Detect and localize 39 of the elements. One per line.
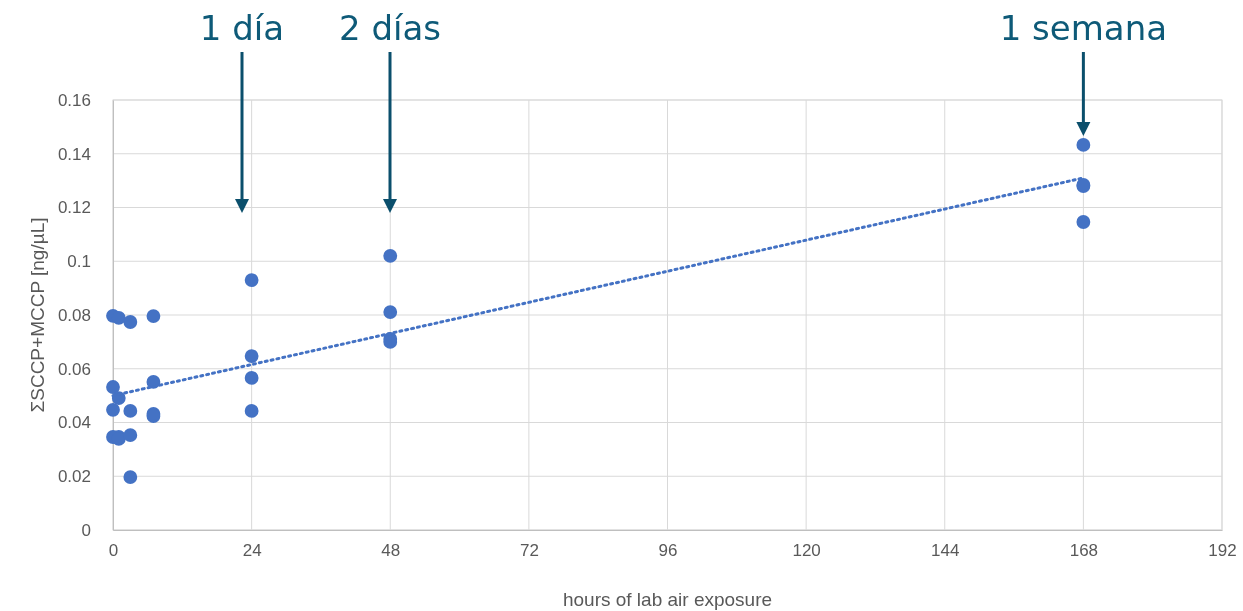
point: [123, 470, 138, 484]
y-tick-label: 0.16: [57, 90, 91, 110]
y-tick-label: 0.02: [57, 467, 91, 487]
y-tick-label: 0.14: [57, 144, 91, 164]
point: [111, 311, 126, 325]
point: [244, 349, 259, 364]
x-tick-label: 96: [658, 541, 678, 561]
x-tick-label: 24: [242, 541, 262, 561]
point: [1076, 215, 1091, 229]
x-tick-label: 192: [1208, 541, 1237, 561]
x-axis-title: hours of lab air exposure: [562, 589, 773, 610]
y-tick-label: 0.1: [67, 252, 91, 272]
x-tick-label: 72: [519, 541, 539, 561]
point: [123, 428, 138, 443]
y-tick-label: 0.12: [57, 198, 91, 218]
y-tick-label: 0.06: [57, 359, 91, 379]
x-tick-label: 120: [792, 541, 821, 561]
y-tick-label: 0.08: [57, 305, 91, 325]
y-axis-title: ΣSCCP+MCCP [ng/µL]: [27, 217, 48, 413]
point: [1076, 137, 1091, 152]
y-tick-label: 0.04: [57, 413, 91, 433]
text: 2 días: [338, 8, 442, 48]
point: [383, 305, 398, 319]
x-tick-label: 144: [931, 541, 960, 561]
annotation: 1 semana: [999, 8, 1168, 48]
point: [146, 309, 161, 323]
point: [123, 404, 138, 418]
point: [106, 402, 120, 417]
y-tick-label: 0: [81, 520, 91, 540]
point: [244, 404, 259, 418]
point: [106, 380, 120, 394]
point: [244, 273, 259, 287]
point: [383, 248, 398, 263]
x-tick-label: 0: [108, 541, 119, 561]
point: [244, 370, 259, 385]
point: [123, 315, 138, 329]
text: 1 día: [199, 8, 285, 48]
x-tick-label: 48: [381, 541, 401, 561]
x-tick-label: 168: [1069, 541, 1099, 561]
